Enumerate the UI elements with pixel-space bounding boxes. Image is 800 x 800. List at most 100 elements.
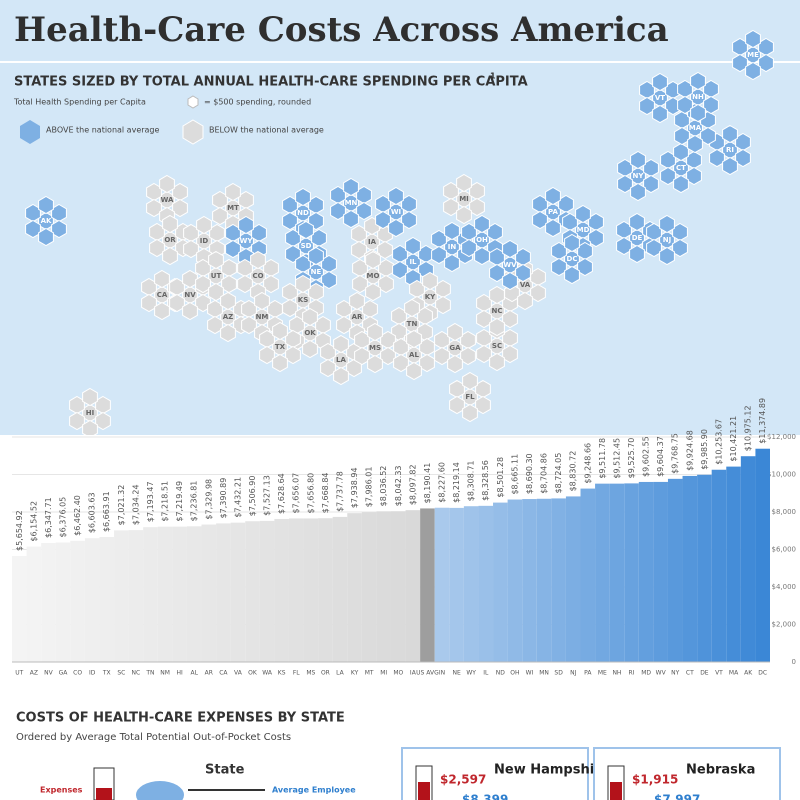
state-hex <box>182 269 198 289</box>
state-hex <box>354 346 370 366</box>
value-label: $9,768.75 <box>671 433 680 474</box>
state-hex <box>343 177 359 197</box>
value-label: $7,390.89 <box>219 478 228 519</box>
card-expenses: $1,915 <box>632 773 678 787</box>
state-hex <box>460 346 476 366</box>
x-tick-label: TX <box>102 670 111 677</box>
value-label: $7,656.80 <box>306 473 315 514</box>
state-hex <box>616 236 632 256</box>
state-hex <box>639 96 655 116</box>
state-hex <box>709 148 725 168</box>
x-tick-label: ME <box>598 670 607 677</box>
state-hex <box>388 218 404 238</box>
state-hex <box>349 291 365 311</box>
x-tick-label: WV <box>656 670 667 677</box>
vial-fill <box>96 788 112 800</box>
x-tick-label: NV <box>44 670 53 677</box>
bar <box>522 499 537 662</box>
value-label: $8,704.86 <box>540 453 549 494</box>
state-hex <box>82 387 98 407</box>
bar <box>128 530 144 662</box>
state-hex <box>444 221 460 241</box>
legend-above: ABOVE the national average <box>46 126 160 135</box>
state-hex <box>456 173 472 193</box>
value-label: $8,328.56 <box>481 460 490 501</box>
state-label: AK <box>41 217 52 225</box>
state-label: HI <box>86 409 94 417</box>
state-hex <box>646 238 662 258</box>
bar <box>405 510 421 662</box>
legend-below-swatch <box>182 119 204 145</box>
x-tick-label: RI <box>629 670 635 677</box>
state-hex <box>700 126 716 146</box>
x-tick-label: IN <box>439 670 445 677</box>
bar <box>55 542 71 662</box>
state-label: ND <box>297 209 309 217</box>
state-hex <box>212 206 228 226</box>
state-hex <box>476 309 492 329</box>
value-label: $10,975.12 <box>744 405 753 451</box>
state-hex <box>377 240 393 260</box>
state-hex <box>169 293 185 313</box>
value-label: $7,432.21 <box>233 477 242 518</box>
value-label: $8,665.11 <box>510 454 519 495</box>
vial-fill <box>610 782 622 800</box>
bar <box>653 481 668 662</box>
x-tick-label: AL <box>190 670 198 677</box>
legend-employee: Average Employee <box>272 786 356 795</box>
state-label: MI <box>459 195 469 203</box>
state-hex <box>643 174 659 194</box>
state-hex <box>652 72 668 92</box>
value-label: $8,724.05 <box>554 453 563 494</box>
bar <box>536 498 552 662</box>
state-hex <box>443 197 459 217</box>
bar <box>26 546 42 662</box>
bar <box>478 505 494 662</box>
y-tick-label: $12,000 <box>767 433 796 441</box>
state-hex <box>172 198 188 218</box>
state-hex <box>282 211 298 231</box>
bar <box>70 540 85 662</box>
bar <box>288 518 304 662</box>
bar <box>507 499 523 662</box>
value-label: $7,938.94 <box>350 467 359 508</box>
footnote-mark: 1 <box>490 72 496 81</box>
x-tick-label: SC <box>117 670 125 677</box>
card-state: Nebraska <box>686 763 755 778</box>
state-hex <box>406 329 422 349</box>
state-hex <box>489 352 505 372</box>
card-employee: $7,997 <box>654 793 700 800</box>
state-label: VT <box>655 94 665 102</box>
state-hex <box>673 142 689 162</box>
value-label: $8,308.71 <box>467 460 476 501</box>
state-hex <box>401 210 417 230</box>
bar <box>114 530 129 662</box>
value-label: $9,512.45 <box>612 438 621 479</box>
state-hex <box>149 238 165 258</box>
x-tick-label: MN <box>539 670 549 677</box>
state-label: IL <box>409 258 417 266</box>
state-label: OR <box>164 236 176 244</box>
value-label: $7,986.01 <box>365 467 374 508</box>
value-label: $8,042.33 <box>394 465 403 506</box>
value-label: $11,374.89 <box>758 398 767 444</box>
x-tick-label: VA <box>234 670 243 677</box>
state-label: CA <box>157 291 168 299</box>
state-label: SC <box>492 342 502 350</box>
value-label: $7,329.98 <box>204 479 213 520</box>
x-tick-label: PA <box>584 670 592 677</box>
state-label: DC <box>567 255 578 263</box>
state-hex <box>406 361 422 381</box>
state-hex <box>146 198 162 218</box>
y-tick-label: $2,000 <box>772 621 797 629</box>
bar <box>361 512 377 662</box>
state-hex <box>577 257 593 277</box>
state-label: MN <box>345 199 358 207</box>
value-label: $7,656.07 <box>292 473 301 514</box>
x-tick-label: NE <box>452 670 460 677</box>
legend-hex <box>187 95 199 109</box>
x-tick-label: MI <box>380 670 387 677</box>
bar <box>595 483 610 662</box>
state-hex <box>295 187 311 207</box>
